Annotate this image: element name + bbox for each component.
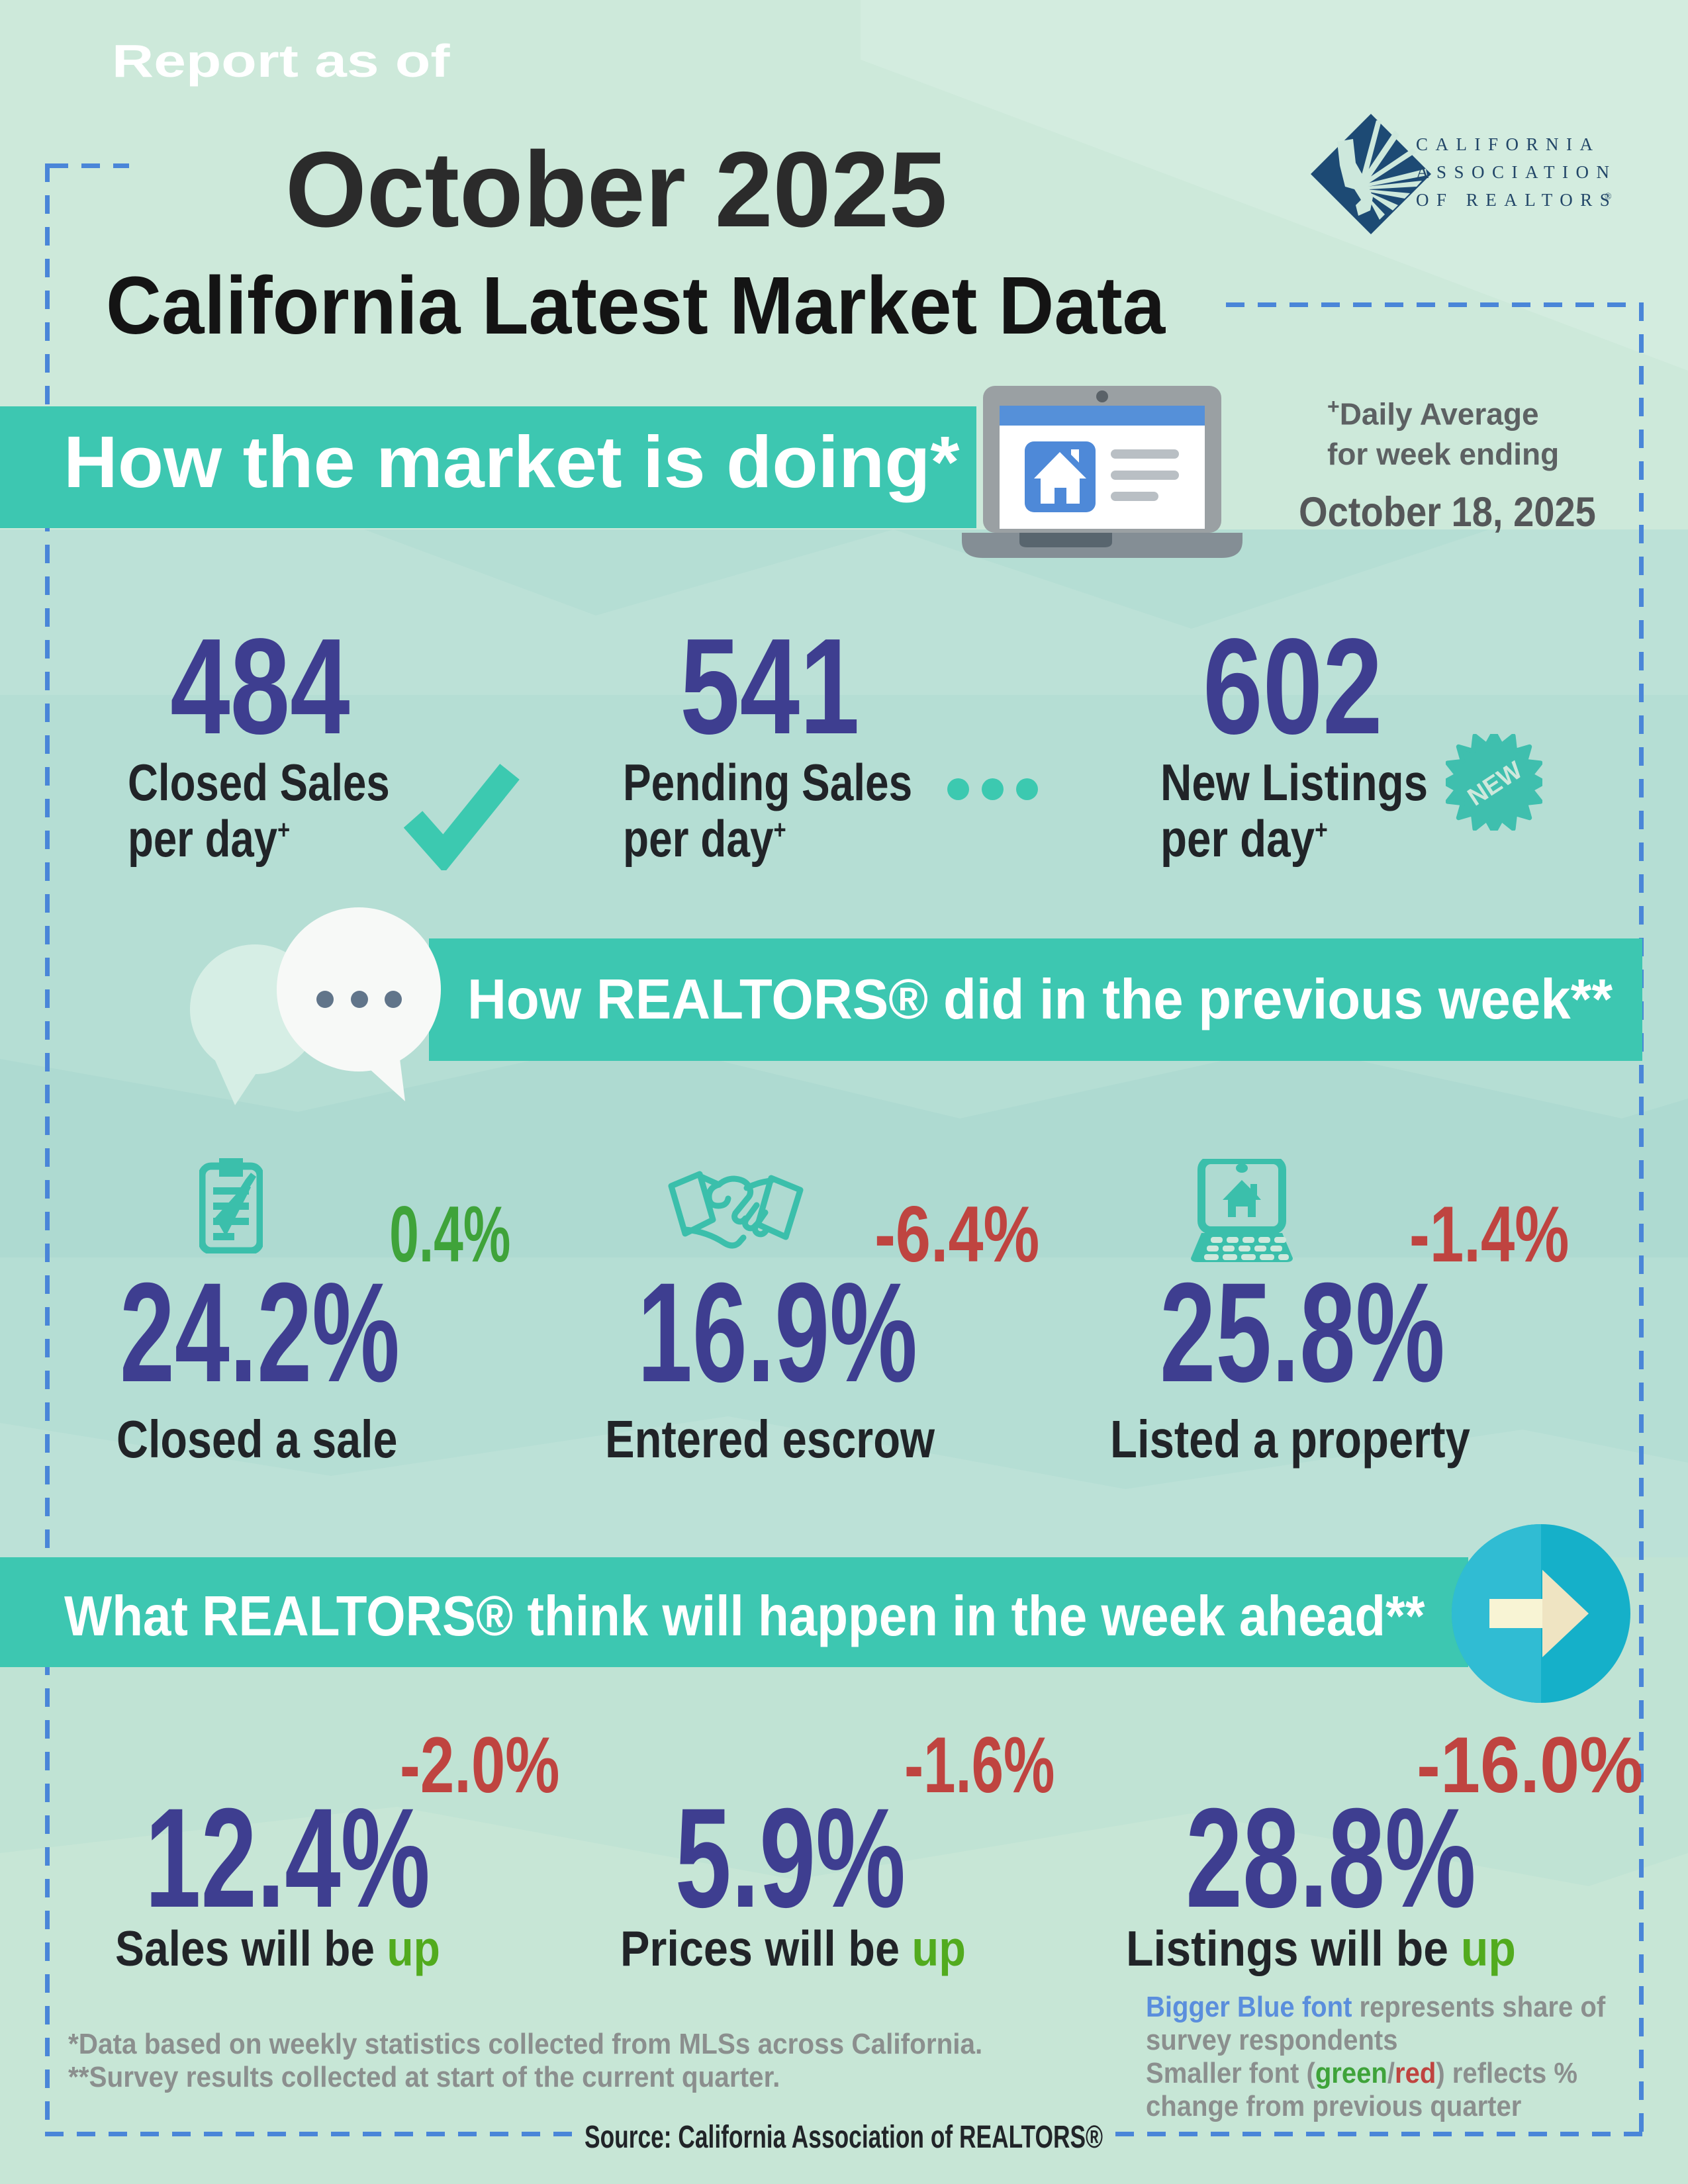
svg-text:OF REALTORS: OF REALTORS [1416, 190, 1617, 210]
svg-text:ASSOCIATION: ASSOCIATION [1416, 162, 1617, 182]
svg-text:®: ® [1605, 192, 1612, 202]
svg-text:CALIFORNIA: CALIFORNIA [1416, 134, 1601, 154]
